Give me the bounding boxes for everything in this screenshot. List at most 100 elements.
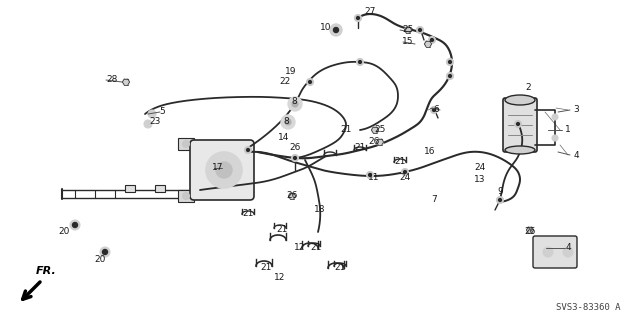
FancyBboxPatch shape: [125, 185, 135, 192]
Text: 13: 13: [474, 175, 486, 184]
Text: 21: 21: [340, 125, 352, 135]
Circle shape: [447, 72, 454, 79]
Circle shape: [552, 114, 558, 120]
Circle shape: [148, 110, 156, 118]
Text: 4: 4: [573, 151, 579, 160]
Circle shape: [417, 26, 424, 33]
Circle shape: [182, 140, 189, 147]
Circle shape: [369, 174, 371, 176]
Circle shape: [527, 226, 534, 234]
Circle shape: [72, 222, 77, 227]
Text: 20: 20: [58, 227, 70, 236]
Text: 3: 3: [573, 106, 579, 115]
Text: 15: 15: [403, 38, 413, 47]
Text: 21: 21: [355, 144, 365, 152]
Circle shape: [281, 115, 295, 129]
Text: 18: 18: [314, 205, 326, 214]
Circle shape: [433, 108, 435, 111]
Circle shape: [431, 107, 438, 114]
Text: 21: 21: [260, 263, 272, 272]
FancyBboxPatch shape: [155, 185, 165, 192]
FancyBboxPatch shape: [503, 98, 537, 152]
Text: 21: 21: [310, 243, 322, 253]
Text: 27: 27: [364, 8, 376, 17]
Circle shape: [285, 119, 291, 125]
Text: 7: 7: [431, 196, 437, 204]
Text: 26: 26: [524, 227, 536, 236]
Text: 12: 12: [275, 273, 285, 283]
Circle shape: [292, 101, 298, 107]
Circle shape: [355, 14, 362, 21]
Circle shape: [376, 138, 383, 145]
Circle shape: [358, 61, 362, 63]
Text: 9: 9: [497, 188, 503, 197]
Text: 6: 6: [433, 106, 439, 115]
Circle shape: [429, 36, 435, 43]
Circle shape: [371, 127, 378, 133]
Ellipse shape: [505, 146, 535, 154]
Circle shape: [308, 81, 312, 83]
Circle shape: [552, 135, 558, 141]
Circle shape: [206, 152, 242, 188]
Circle shape: [122, 78, 129, 85]
Circle shape: [419, 29, 421, 31]
Text: 21: 21: [243, 210, 253, 219]
Text: 8: 8: [283, 117, 289, 127]
Circle shape: [307, 78, 314, 85]
Circle shape: [144, 120, 152, 128]
Text: 17: 17: [212, 164, 224, 173]
Circle shape: [449, 61, 451, 63]
Circle shape: [449, 75, 451, 78]
Text: 26: 26: [368, 137, 380, 146]
FancyBboxPatch shape: [533, 236, 577, 268]
Text: 21: 21: [276, 226, 288, 234]
Text: 14: 14: [278, 133, 290, 143]
Circle shape: [356, 58, 364, 65]
Circle shape: [563, 247, 573, 257]
Text: 10: 10: [320, 23, 332, 32]
Text: 22: 22: [280, 78, 291, 86]
Text: 4: 4: [565, 243, 571, 253]
Circle shape: [294, 157, 296, 160]
Circle shape: [497, 197, 504, 204]
Text: 1: 1: [565, 125, 571, 135]
Circle shape: [404, 26, 412, 33]
Text: 24: 24: [399, 174, 411, 182]
Circle shape: [333, 27, 339, 33]
Circle shape: [330, 24, 342, 36]
Circle shape: [216, 162, 232, 178]
Text: 2: 2: [525, 84, 531, 93]
FancyBboxPatch shape: [178, 190, 194, 202]
Circle shape: [543, 247, 553, 257]
Text: 20: 20: [94, 256, 106, 264]
Circle shape: [246, 149, 250, 152]
FancyBboxPatch shape: [178, 138, 194, 150]
Text: 26: 26: [289, 144, 301, 152]
Text: 19: 19: [285, 68, 297, 77]
Circle shape: [244, 146, 252, 153]
Text: 24: 24: [474, 164, 486, 173]
Circle shape: [102, 249, 108, 255]
Circle shape: [447, 58, 454, 65]
Text: 21: 21: [334, 263, 346, 272]
Circle shape: [356, 17, 360, 19]
Text: 23: 23: [149, 117, 161, 127]
Circle shape: [431, 39, 433, 41]
Circle shape: [401, 168, 408, 175]
Text: 8: 8: [291, 98, 297, 107]
Text: 12: 12: [294, 243, 306, 253]
Circle shape: [516, 122, 520, 125]
Text: 25: 25: [374, 125, 386, 135]
Text: 21: 21: [394, 158, 406, 167]
Text: SVS3-83360 A: SVS3-83360 A: [556, 303, 620, 312]
Text: 16: 16: [424, 147, 436, 157]
Circle shape: [182, 192, 189, 199]
Text: 25: 25: [403, 26, 413, 34]
Text: 28: 28: [106, 76, 118, 85]
Circle shape: [424, 41, 431, 48]
Text: FR.: FR.: [36, 266, 57, 276]
Circle shape: [70, 220, 80, 230]
Circle shape: [367, 172, 374, 179]
Circle shape: [404, 171, 406, 174]
Circle shape: [499, 199, 501, 201]
